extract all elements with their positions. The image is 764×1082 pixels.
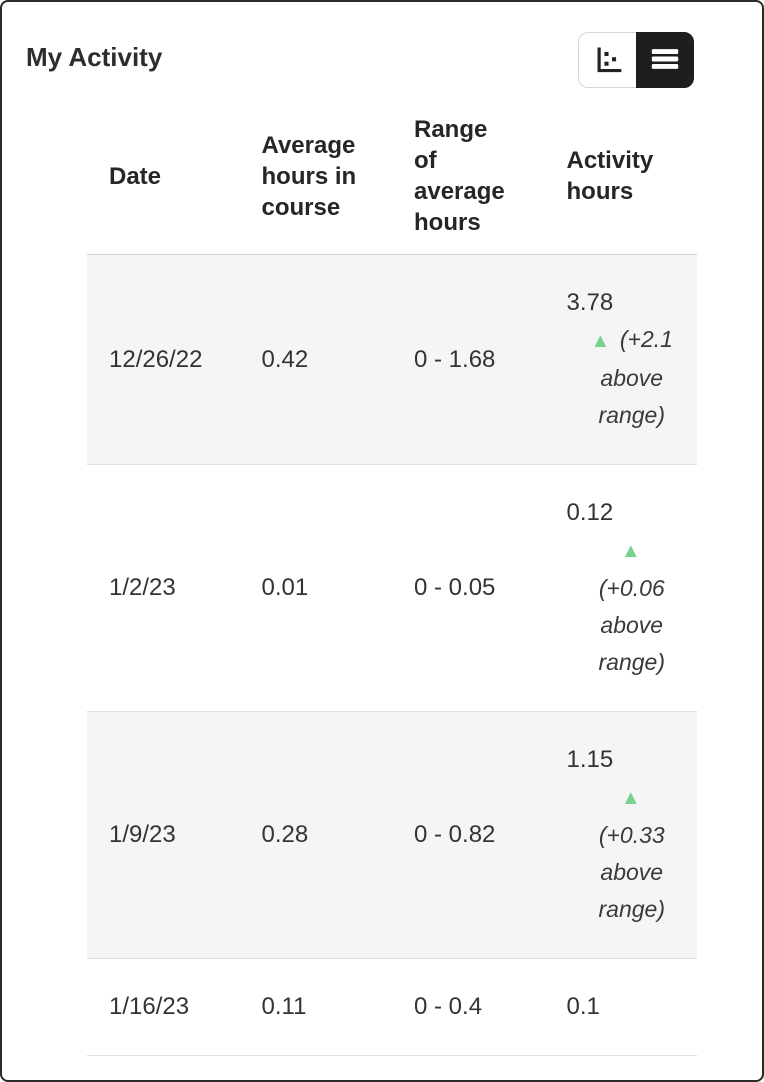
date-cell: 1/9/23 bbox=[87, 711, 240, 959]
average-hours-cell: 0.42 bbox=[239, 254, 392, 465]
table-row: 1/9/23 0.28 0 - 0.82 1.15 ▲ (+0.33 above… bbox=[87, 711, 697, 959]
page-title: My Activity bbox=[26, 42, 163, 73]
column-header-activity-hours: Activity hours bbox=[544, 88, 697, 255]
delta-text: (+2.1 above range) bbox=[598, 326, 673, 428]
bar-chart-icon bbox=[592, 43, 624, 78]
date-cell: 1/2/23 bbox=[87, 464, 240, 712]
activity-delta: ▲ (+0.33 above range) bbox=[589, 778, 675, 928]
range-cell: 0 - 0.4 bbox=[392, 958, 545, 1056]
panel-header: My Activity bbox=[2, 2, 762, 88]
column-header-range: Range of average hours bbox=[392, 88, 545, 255]
range-cell: 0 - 0.82 bbox=[392, 711, 545, 959]
view-toggle bbox=[578, 32, 694, 88]
delta-text: (+0.33 above range) bbox=[598, 822, 665, 922]
average-hours-cell: 0.28 bbox=[239, 711, 392, 959]
table-row: 1/16/23 0.11 0 - 0.4 0.1 bbox=[87, 958, 697, 1056]
activity-value: 0.1 bbox=[566, 993, 600, 1020]
header-row: Date Average hours in course Range of av… bbox=[87, 88, 697, 255]
activity-hours-cell: 1.15 ▲ (+0.33 above range) bbox=[544, 711, 697, 959]
activity-delta: ▲ (+0.06 above range) bbox=[589, 531, 675, 681]
activity-hours-cell: 0.1 bbox=[544, 958, 697, 1056]
table-row: 12/26/22 0.42 0 - 1.68 3.78 ▲ (+2.1 abov… bbox=[87, 254, 697, 465]
list-icon bbox=[648, 42, 682, 79]
activity-hours-cell: 3.78 ▲ (+2.1 above range) bbox=[544, 254, 697, 465]
table-header: Date Average hours in course Range of av… bbox=[87, 88, 697, 255]
activity-hours-cell: 0.12 ▲ (+0.06 above range) bbox=[544, 464, 697, 712]
table-view-button[interactable] bbox=[636, 32, 694, 88]
activity-delta: ▲ (+2.1 above range) bbox=[589, 321, 675, 434]
range-cell: 0 - 0.05 bbox=[392, 464, 545, 712]
increase-triangle-icon: ▲ bbox=[590, 330, 620, 352]
increase-triangle-icon: ▲ bbox=[620, 540, 643, 562]
average-hours-cell: 0.01 bbox=[239, 464, 392, 712]
range-cell: 0 - 1.68 bbox=[392, 254, 545, 465]
table-body: 12/26/22 0.42 0 - 1.68 3.78 ▲ (+2.1 abov… bbox=[87, 254, 697, 1056]
activity-value: 0.12 bbox=[566, 499, 614, 526]
activity-value: 1.15 bbox=[566, 746, 614, 773]
increase-triangle-icon: ▲ bbox=[620, 787, 643, 809]
date-cell: 1/16/23 bbox=[87, 958, 240, 1056]
average-hours-cell: 0.11 bbox=[239, 958, 392, 1056]
delta-text: (+0.06 above range) bbox=[598, 575, 665, 675]
chart-view-button[interactable] bbox=[578, 32, 636, 88]
date-cell: 12/26/22 bbox=[87, 254, 240, 465]
activity-table: Date Average hours in course Range of av… bbox=[87, 88, 697, 1056]
column-header-average-hours: Average hours in course bbox=[239, 88, 392, 255]
activity-value: 3.78 bbox=[566, 289, 614, 316]
table-row: 1/2/23 0.01 0 - 0.05 0.12 ▲ (+0.06 above… bbox=[87, 464, 697, 712]
column-header-date: Date bbox=[87, 88, 240, 255]
